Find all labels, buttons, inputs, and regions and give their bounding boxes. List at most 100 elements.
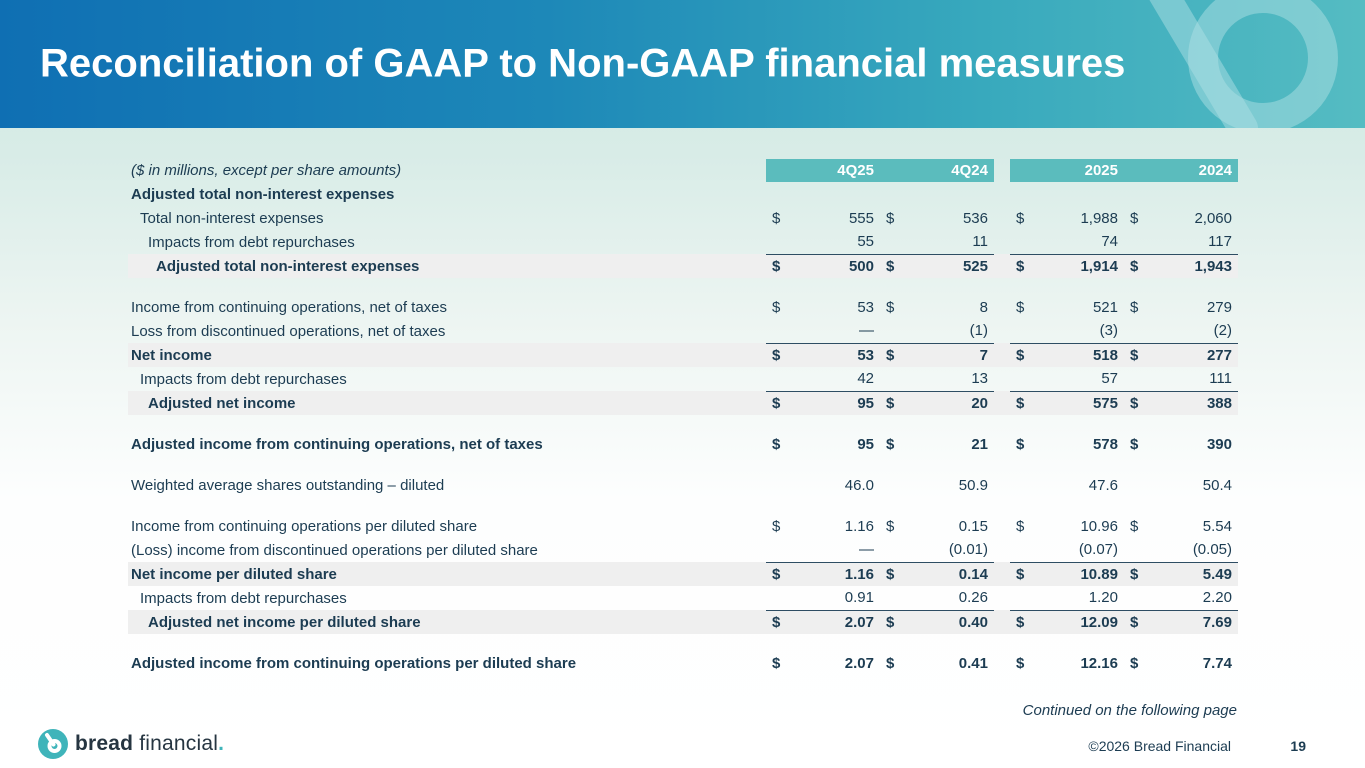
- column-gap: [994, 206, 1010, 230]
- header-banner: Reconciliation of GAAP to Non-GAAP finan…: [0, 0, 1365, 128]
- value-text: 7.69: [1202, 613, 1232, 631]
- value-text: 1.16: [844, 517, 874, 535]
- value-cell: (0.01): [880, 538, 994, 563]
- value-text: 53: [857, 298, 874, 316]
- value-text: 1.20: [1088, 589, 1118, 607]
- value-cell: $10.96: [1010, 514, 1124, 538]
- value-cell: 11: [880, 230, 994, 255]
- table-row: Loss from discontinued operations, net o…: [128, 319, 1238, 344]
- column-gap: [994, 562, 1010, 586]
- dollar-sign: $: [772, 435, 781, 453]
- value-cell: $1,988: [1010, 206, 1124, 230]
- dollar-sign: $: [1016, 209, 1025, 227]
- spacer-row: [128, 497, 1238, 514]
- table-row: Adjusted net income per diluted share $2.…: [128, 610, 1238, 634]
- value-cell: $555: [766, 206, 880, 230]
- value-text: 0.40: [958, 613, 988, 631]
- value-cell: $521: [1010, 295, 1124, 319]
- value-cell: 47.6: [1010, 473, 1124, 497]
- table-row: Adjusted total non-interest expenses: [128, 182, 1238, 206]
- value-text: 117: [1208, 233, 1232, 251]
- column-gap: [994, 610, 1010, 634]
- dollar-sign: $: [1130, 613, 1139, 631]
- dollar-sign: $: [1016, 257, 1025, 275]
- column-gap: [994, 343, 1010, 367]
- column-gap: [994, 159, 1010, 182]
- value-cell: $7.74: [1124, 651, 1238, 675]
- value-cell: 1.20: [1010, 586, 1124, 611]
- dollar-sign: $: [1130, 435, 1139, 453]
- value-cell: $525: [880, 254, 994, 278]
- dollar-sign: $: [1130, 298, 1139, 316]
- dollar-sign: $: [1016, 298, 1025, 316]
- value-text: 47.6: [1088, 476, 1118, 494]
- value-text: 525: [962, 257, 988, 275]
- units-note: ($ in millions, except per share amounts…: [131, 162, 402, 179]
- table-row: Adjusted income from continuing operatio…: [128, 432, 1238, 456]
- value-cell: $2.07: [766, 610, 880, 634]
- value-text: 7: [979, 346, 988, 364]
- brand-word-financial: financial: [133, 732, 219, 755]
- column-header-4q25: 4Q25: [766, 159, 880, 182]
- value-text: 1,988: [1080, 209, 1118, 227]
- value-text: 12.09: [1080, 613, 1118, 631]
- row-label: Impacts from debt repurchases: [148, 233, 355, 251]
- copyright-text: ©2026 Bread Financial: [1088, 738, 1231, 754]
- value-cell: 46.0: [766, 473, 880, 497]
- brand-word-bread: bread: [75, 732, 134, 755]
- value-cell: $1,914: [1010, 254, 1124, 278]
- dollar-sign: $: [886, 346, 895, 364]
- brand-wordmark: bread financial.: [75, 732, 224, 756]
- page-number: 19: [1290, 738, 1306, 754]
- value-text: 95: [857, 394, 874, 412]
- table-row: Income from continuing operations per di…: [128, 514, 1238, 538]
- value-text: 5.54: [1202, 517, 1232, 535]
- value-cell: 0.91: [766, 586, 880, 611]
- value-cell: $12.09: [1010, 610, 1124, 634]
- column-gap: [994, 651, 1010, 675]
- value-cell: $500: [766, 254, 880, 278]
- value-cell: $53: [766, 343, 880, 367]
- value-text: 578: [1092, 435, 1118, 453]
- value-cell: $0.15: [880, 514, 994, 538]
- dollar-sign: $: [1130, 517, 1139, 535]
- row-label: Adjusted total non-interest expenses: [156, 257, 420, 275]
- value-text: 555: [848, 209, 874, 227]
- spacer-cell: [128, 415, 1238, 432]
- value-cell: $7: [880, 343, 994, 367]
- dollar-sign: $: [772, 346, 781, 364]
- dollar-sign: $: [1130, 654, 1139, 672]
- value-cell: $1.16: [766, 514, 880, 538]
- table-rows: Adjusted total non-interest expenses Tota…: [128, 182, 1238, 675]
- row-label: Loss from discontinued operations, net o…: [131, 322, 446, 340]
- dollar-sign: $: [1016, 565, 1025, 583]
- row-label: Adjusted net income per diluted share: [148, 613, 421, 631]
- value-text: 1,943: [1194, 257, 1232, 275]
- value-text: 500: [848, 257, 874, 275]
- value-text: 10.89: [1080, 565, 1118, 583]
- value-cell: $53: [766, 295, 880, 319]
- table-row: Net income per diluted share $1.16 $0.14 $1…: [128, 562, 1238, 586]
- value-text: 2,060: [1194, 209, 1232, 227]
- dollar-sign: $: [886, 394, 895, 412]
- value-cell: $5.54: [1124, 514, 1238, 538]
- value-text: 55: [857, 233, 874, 251]
- value-cell: $518: [1010, 343, 1124, 367]
- column-gap: [994, 254, 1010, 278]
- brand-logo-icon: [38, 729, 68, 759]
- value-cell: [1010, 182, 1124, 206]
- value-text: 50.9: [958, 476, 988, 494]
- spacer-row: [128, 456, 1238, 473]
- value-cell: $1,943: [1124, 254, 1238, 278]
- dollar-sign: $: [1016, 654, 1025, 672]
- value-cell: $2,060: [1124, 206, 1238, 230]
- value-cell: $95: [766, 432, 880, 456]
- dollar-sign: $: [1016, 613, 1025, 631]
- value-text: 279: [1206, 298, 1232, 316]
- row-label: Adjusted total non-interest expenses: [131, 185, 395, 203]
- dollar-sign: $: [1016, 394, 1025, 412]
- value-text: 11: [972, 233, 988, 251]
- dollar-sign: $: [886, 257, 895, 275]
- value-text: 0.14: [958, 565, 988, 583]
- row-label: Impacts from debt repurchases: [140, 370, 347, 388]
